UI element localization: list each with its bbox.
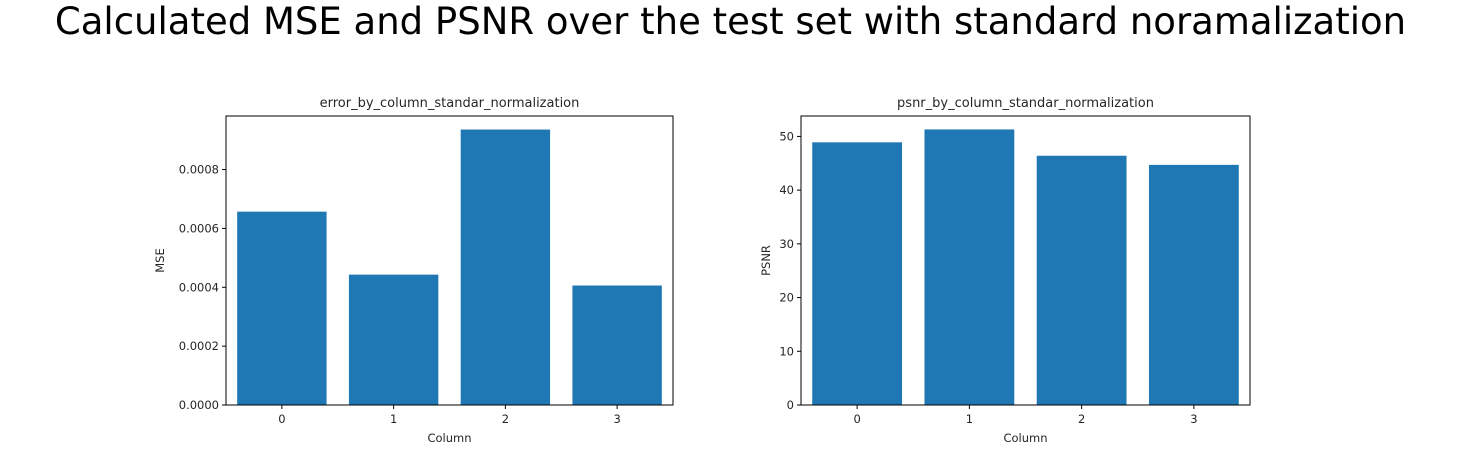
psnr-x-axis-label: Column xyxy=(1003,431,1047,445)
mse-bar-2 xyxy=(460,129,551,406)
psnr-bar-0 xyxy=(812,142,903,405)
psnr-xtick-label: 2 xyxy=(1078,412,1085,426)
mse-ytick-label: 0.0002 xyxy=(179,339,219,353)
mse-axes-frame xyxy=(225,115,674,406)
psnr-ytick-label: 20 xyxy=(779,291,794,305)
psnr-xtick-label: 3 xyxy=(1190,412,1197,426)
mse-ytick-label: 0.0004 xyxy=(179,280,219,294)
psnr-axes-frame xyxy=(800,115,1251,406)
page-title: Calculated MSE and PSNR over the test se… xyxy=(54,0,1407,43)
psnr-ytick-label: 30 xyxy=(779,237,794,251)
mse-x-axis-label: Column xyxy=(427,431,471,445)
mse-xtick-label: 1 xyxy=(390,412,397,426)
psnr-bar-3 xyxy=(1148,164,1239,405)
psnr-xtick-label: 0 xyxy=(853,412,860,426)
psnr-ytick-label: 0 xyxy=(787,398,794,412)
mse-ytick-label: 0.0006 xyxy=(179,221,219,235)
psnr-y-axis-label: PSNR xyxy=(759,245,773,276)
psnr-ytick-label: 40 xyxy=(779,183,794,197)
mse-chart-title: error_by_column_standar_normalization xyxy=(320,96,580,111)
psnr-ytick-label: 50 xyxy=(779,129,794,143)
psnr-ytick-label: 10 xyxy=(779,344,794,358)
mse-bar-3 xyxy=(572,285,662,405)
mse-ytick-label: 0.0000 xyxy=(179,398,219,412)
mse-xtick-label: 2 xyxy=(502,412,509,426)
mse-ytick-label: 0.0008 xyxy=(179,163,219,177)
mse-y-axis-label: MSE xyxy=(153,248,167,273)
psnr-chart-title: psnr_by_column_standar_normalization xyxy=(897,96,1154,111)
mse-xtick-label: 0 xyxy=(278,412,285,426)
psnr-bar-1 xyxy=(924,129,1015,405)
mse-bar-1 xyxy=(348,274,439,405)
mse-xtick-label: 3 xyxy=(613,412,620,426)
psnr-bar-2 xyxy=(1036,155,1127,405)
psnr-xtick-label: 1 xyxy=(966,412,973,426)
mse-bar-0 xyxy=(237,211,327,405)
